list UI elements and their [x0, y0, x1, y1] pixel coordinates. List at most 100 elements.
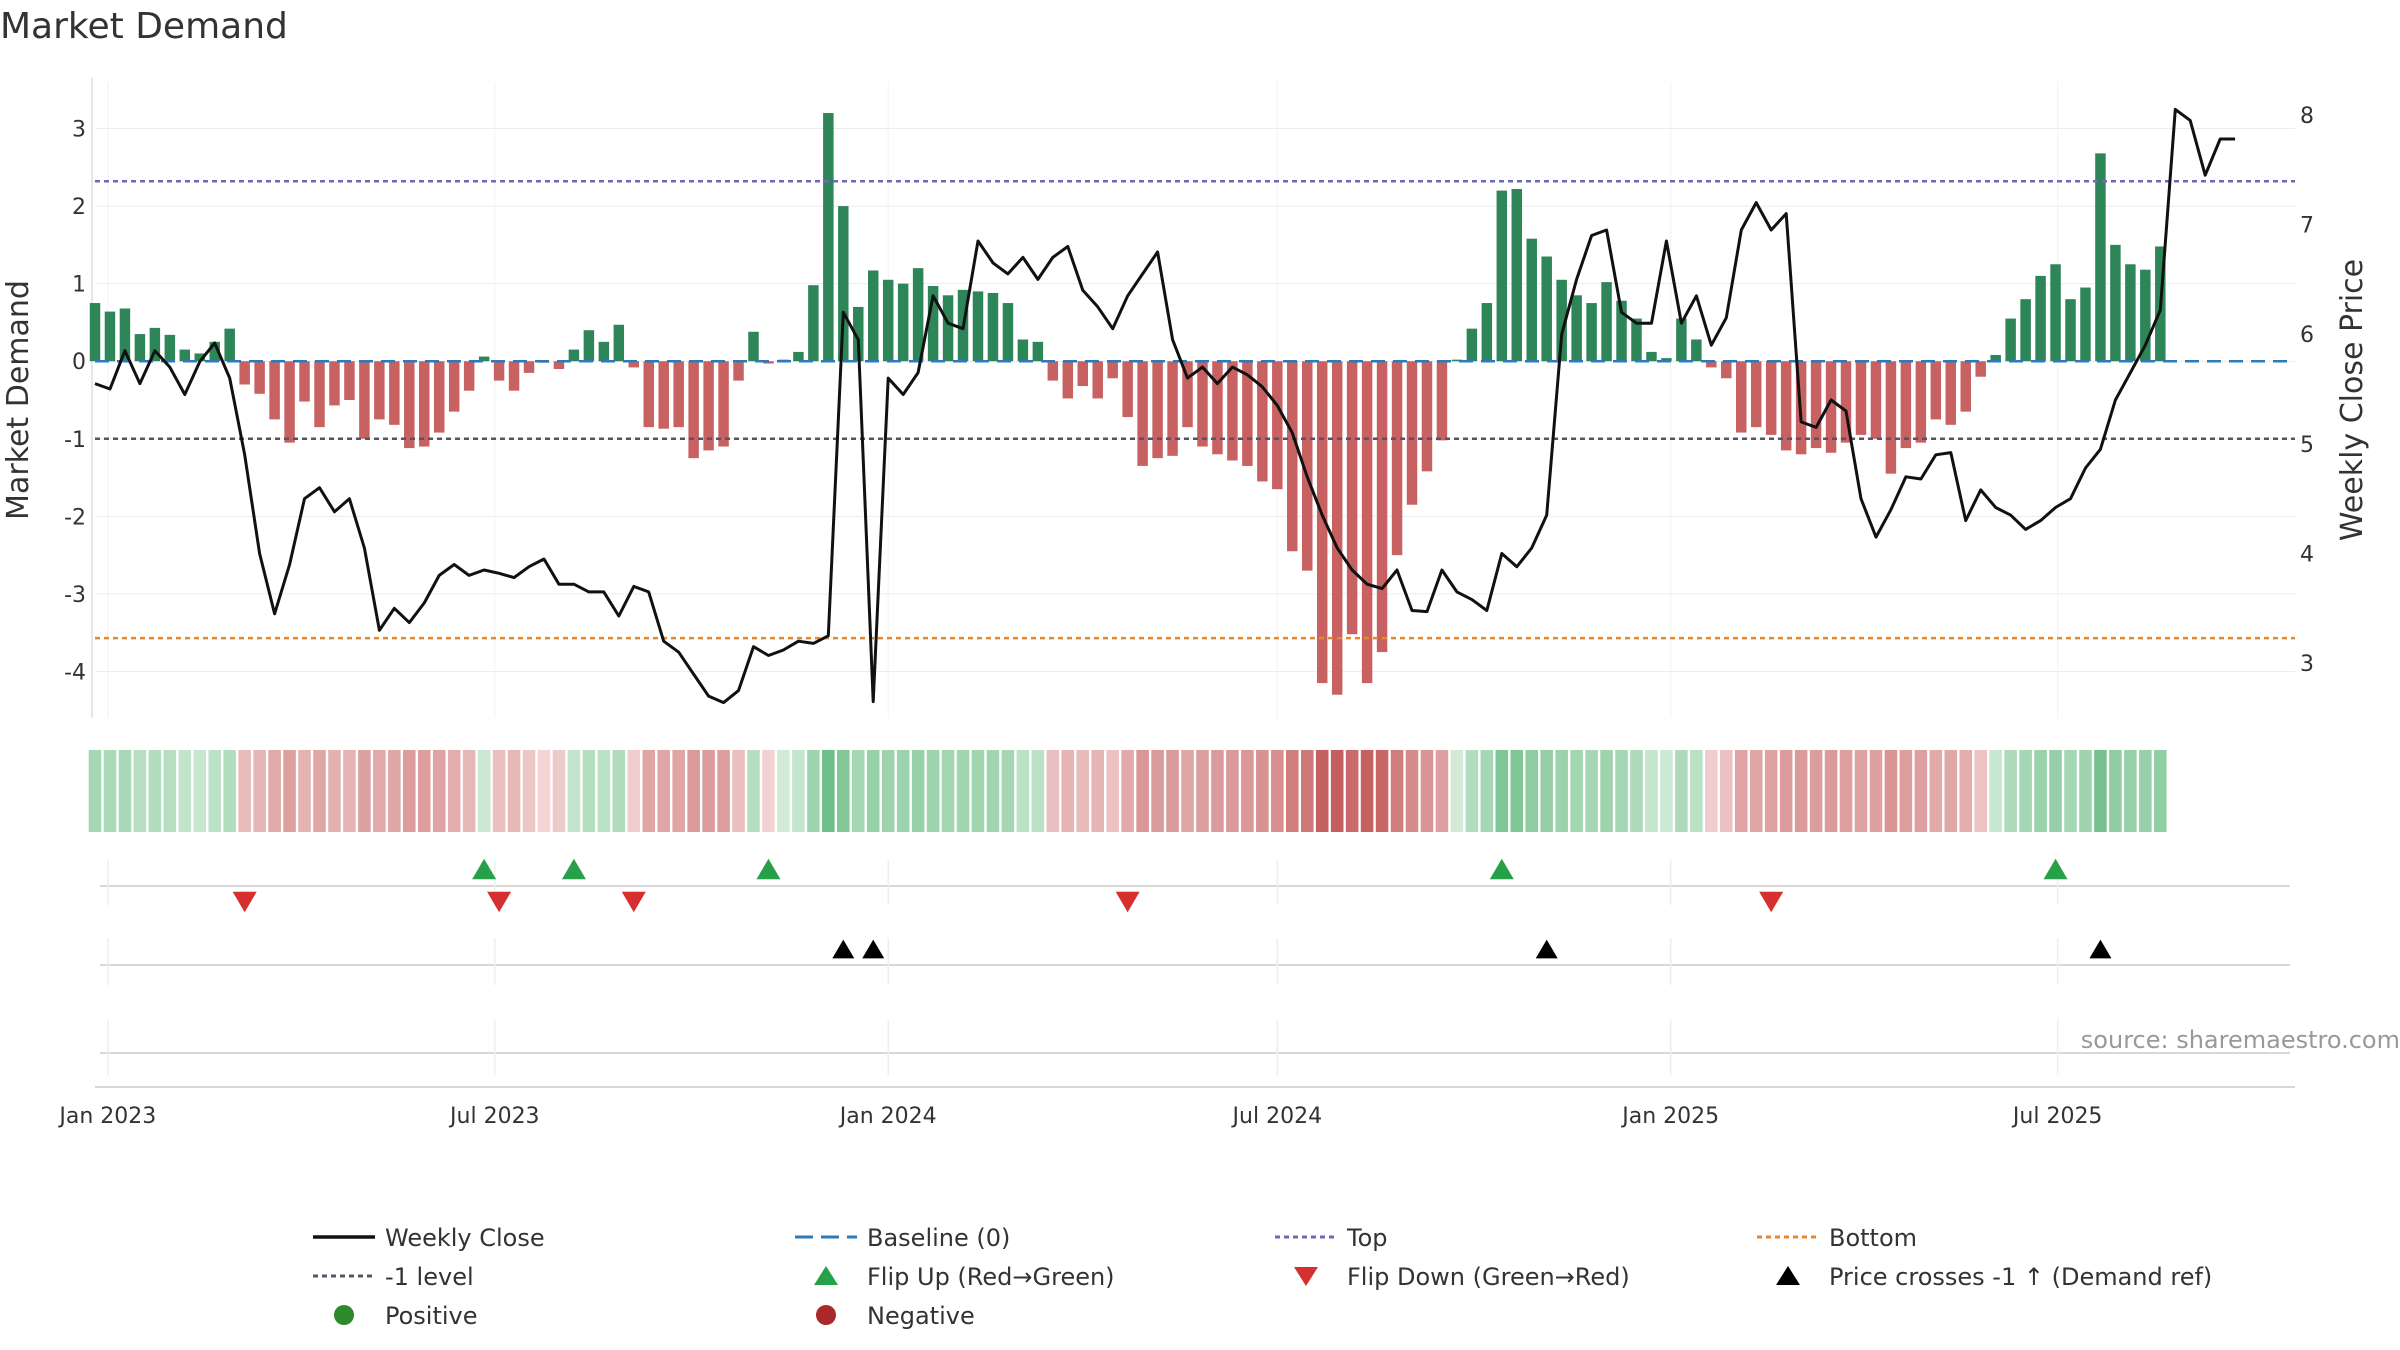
heat-strip-cell: [1495, 750, 1509, 832]
heat-strip-cell: [881, 750, 895, 832]
heat-strip-cell: [1809, 750, 1823, 832]
heat-strip-cell: [657, 750, 670, 832]
y-axis-right-label: Weekly Close Price: [2335, 259, 2370, 541]
heat-strip-cell: [1091, 750, 1105, 832]
y-right-tick-label: 3: [2300, 652, 2314, 677]
demand-bar: [733, 361, 744, 381]
demand-bar: [1975, 361, 1986, 377]
y-left-tick-label: -1: [64, 428, 86, 453]
demand-bar: [2080, 287, 2091, 362]
demand-bar: [1197, 361, 1208, 447]
heat-strip-cell: [1465, 750, 1479, 832]
heat-strip-cell: [1121, 750, 1134, 832]
flip-up-marker: [2043, 858, 2068, 880]
heat-strip-cell: [2094, 750, 2107, 832]
x-axis: Jan 2023 Jul 2023 Jan 2024 Jul 2024 Jan 2025…: [57, 1086, 2295, 1129]
heat-strip-cell: [896, 750, 910, 832]
demand-bar: [643, 361, 654, 428]
heat-strip-cell: [1211, 750, 1224, 832]
heat-strip-cell: [88, 750, 102, 832]
demand-bar: [1047, 361, 1059, 381]
heat-strip-cell: [268, 750, 281, 832]
y-left-tick-label: 1: [72, 273, 86, 298]
demand-bar: [1721, 361, 1732, 379]
heat-strip-cell: [2049, 750, 2062, 832]
demand-bar: [478, 356, 490, 362]
heat-strip-cell: [462, 750, 476, 832]
heat-strip-cell: [1899, 750, 1913, 832]
demand-bar: [2020, 299, 2031, 362]
demand-bar: [748, 331, 759, 362]
heat-strip-cell: [911, 750, 925, 832]
x-tick-label: Jan 2023: [57, 1104, 156, 1129]
demand-bar: [1855, 361, 1867, 435]
demand-bar: [1556, 279, 1567, 362]
heat-strip-cell: [1196, 750, 1209, 832]
x-tick-label: Jan 2025: [1620, 1104, 1719, 1129]
heat-strip-cell: [477, 750, 491, 832]
demand-bar: [882, 279, 894, 362]
demand-bar: [1421, 361, 1433, 472]
legend-item: -1 level: [313, 1263, 474, 1291]
demand-bar: [793, 351, 804, 362]
heat-strip-cell: [702, 750, 715, 832]
price-cross-marker: [862, 939, 885, 959]
heat-strip-cell: [567, 750, 581, 832]
demand-bar: [1122, 361, 1133, 418]
heat-strip-cell: [492, 750, 506, 832]
demand-bar: [2065, 299, 2076, 362]
demand-bar: [1152, 361, 1163, 459]
heat-strip-cell: [1989, 750, 2002, 832]
demand-bar: [1840, 361, 1852, 443]
heat-strip-cell: [1031, 750, 1045, 832]
demand-bar: [2050, 264, 2061, 362]
demand-bar: [1032, 341, 1044, 362]
heat-strip-cell: [1300, 750, 1314, 832]
heat-strip-cell: [1016, 750, 1030, 832]
demand-bar: [344, 361, 355, 400]
heat-strip-cell: [1151, 750, 1164, 832]
heat-strip-cell: [1734, 750, 1748, 832]
demand-bar: [374, 361, 385, 420]
flip-down-marker: [621, 891, 646, 913]
demand-bar: [1406, 361, 1418, 505]
heat-strip-cell: [1405, 750, 1419, 832]
y-right-tick-label: 7: [2300, 214, 2314, 239]
demand-bar: [583, 330, 595, 362]
demand-bar: [688, 361, 699, 459]
heat-strip-cell: [717, 750, 730, 832]
demand-bar: [209, 341, 220, 362]
demand-bar: [972, 291, 984, 362]
demand-bar: [1646, 351, 1657, 362]
heat-strip-cell: [1720, 750, 1733, 832]
heat-strip-cell: [582, 750, 596, 832]
heat-strip-cell: [1256, 750, 1269, 832]
heat-strip: [88, 750, 2167, 832]
demand-bar: [1227, 361, 1238, 461]
heat-strip-cell: [1435, 750, 1449, 832]
heat-strip-cell: [1974, 750, 1987, 832]
heat-strip-cell: [253, 750, 266, 832]
heat-strip-cell: [1570, 750, 1583, 832]
y-right-tick-label: 8: [2300, 104, 2314, 129]
demand-bar: [1451, 359, 1463, 362]
heat-strip-cell: [373, 750, 386, 832]
demand-bar: [1541, 256, 1552, 362]
heat-strip-cell: [807, 750, 820, 832]
demand-bar: [1571, 295, 1582, 362]
heat-strip-cell: [148, 750, 162, 832]
demand-bar: [389, 361, 400, 425]
heat-strip-cell: [1181, 750, 1194, 832]
flip-up-marker: [472, 858, 497, 880]
demand-bar: [1780, 361, 1792, 451]
heat-strip-cell: [2079, 750, 2092, 832]
heat-strip-cell: [941, 750, 955, 832]
chart-title: Market Demand: [0, 6, 288, 47]
demand-bar: [1900, 361, 1912, 449]
heat-strip-cell: [283, 750, 296, 832]
y-left-tick-label: -2: [64, 505, 86, 530]
legend-item: Negative: [816, 1302, 975, 1330]
demand-bar: [553, 361, 565, 369]
demand-bar: [1002, 303, 1014, 362]
